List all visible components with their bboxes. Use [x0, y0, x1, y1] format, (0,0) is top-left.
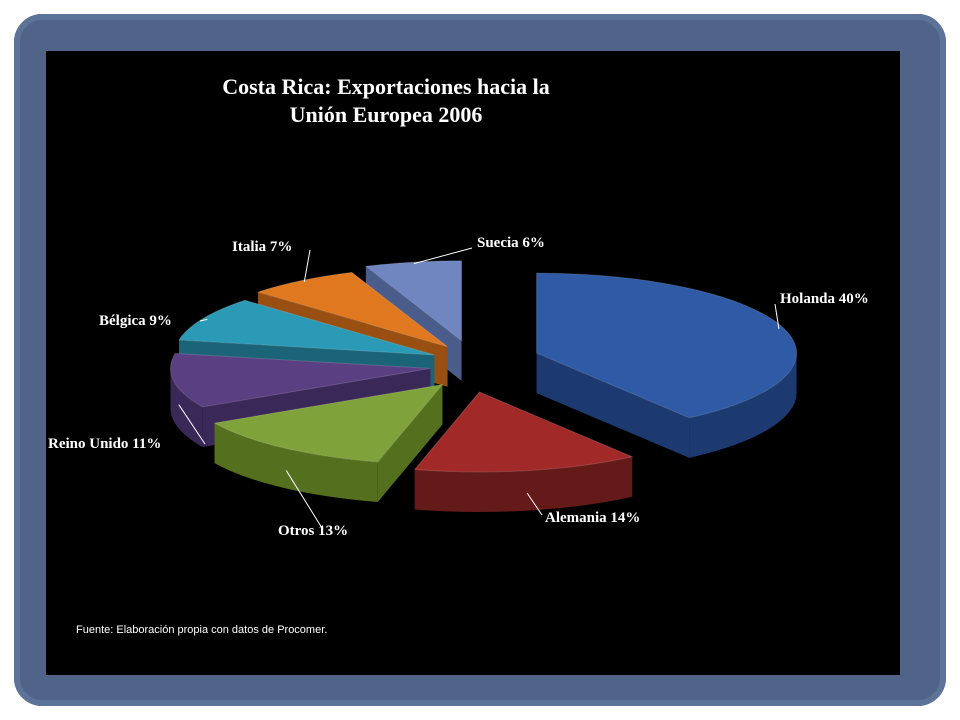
leader-line-italia — [303, 249, 311, 283]
leader-line-bélgica — [199, 318, 208, 322]
leader-line-holanda — [774, 303, 780, 329]
leader-line-alemania — [526, 492, 543, 516]
slice-label-otros: Otros 13% — [278, 523, 348, 539]
slice-label-italia: Italia 7% — [232, 239, 292, 255]
chart-title-line1: Costa Rica: Exportaciones hacia la — [222, 74, 550, 99]
pie-slice-holanda — [536, 272, 798, 458]
slice-label-alemania: Alemania 14% — [545, 510, 640, 526]
leader-line-otros — [285, 470, 323, 529]
leader-line-suecia — [413, 247, 473, 265]
source-note: Fuente: Elaboración propia con datos de … — [76, 624, 328, 636]
slice-label-suecia: Suecia 6% — [477, 235, 545, 251]
chart-title-line2: Unión Europea 2006 — [289, 102, 483, 127]
pie-slice-alemania — [413, 391, 634, 513]
slice-label-holanda: Holanda 40% — [780, 291, 869, 307]
pie-slice-otros — [213, 383, 444, 503]
chart-title: Costa Rica: Exportaciones hacia la Unión… — [166, 73, 606, 129]
slice-label-reino-unido: Reino Unido 11% — [48, 436, 161, 452]
leader-line-reino-unido — [178, 404, 206, 445]
slice-label-bélgica: Bélgica 9% — [99, 313, 172, 329]
